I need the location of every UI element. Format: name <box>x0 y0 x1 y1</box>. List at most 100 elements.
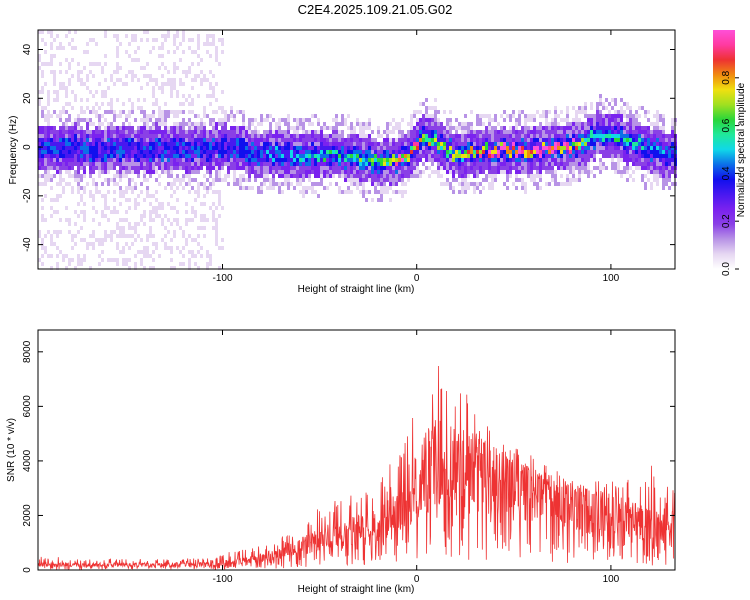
heatmap-cell <box>326 170 329 174</box>
heatmap-cell <box>242 130 245 134</box>
heatmap-cell <box>491 158 494 162</box>
heatmap-cell <box>128 54 131 58</box>
heatmap-cell <box>338 158 341 162</box>
heatmap-cell <box>146 162 149 166</box>
heatmap-cell <box>221 158 224 162</box>
heatmap-cell <box>395 166 398 170</box>
heatmap-cell <box>518 134 521 138</box>
heatmap-cell <box>38 90 41 94</box>
heatmap-cell <box>128 146 131 150</box>
heatmap-cell <box>221 210 224 214</box>
heatmap-cell <box>320 162 323 166</box>
heatmap-cell <box>176 246 179 250</box>
heatmap-cell <box>215 138 218 142</box>
heatmap-cell <box>611 138 614 142</box>
heatmap-cell <box>197 134 200 138</box>
heatmap-cell <box>173 190 176 194</box>
heatmap-cell <box>182 174 185 178</box>
heatmap-cell <box>86 150 89 154</box>
heatmap-cell <box>164 234 167 238</box>
heatmap-cell <box>596 114 599 118</box>
heatmap-cell <box>53 38 56 42</box>
heatmap-cell <box>236 138 239 142</box>
heatmap-cell <box>461 146 464 150</box>
heatmap-cell <box>569 150 572 154</box>
heatmap-cell <box>203 254 206 258</box>
heatmap-cell <box>116 98 119 102</box>
heatmap-cell <box>122 170 125 174</box>
heatmap-cell <box>365 154 368 158</box>
heatmap-cell <box>137 166 140 170</box>
heatmap-cell <box>248 138 251 142</box>
heatmap-cell <box>116 34 119 38</box>
heatmap-cell <box>224 134 227 138</box>
heatmap-cell <box>170 110 173 114</box>
heatmap-cell <box>152 142 155 146</box>
heatmap-cell <box>122 210 125 214</box>
heatmap-cell <box>194 114 197 118</box>
heatmap-cell <box>179 82 182 86</box>
heatmap-cell <box>203 150 206 154</box>
heatmap-cell <box>509 114 512 118</box>
heatmap-cell <box>488 142 491 146</box>
heatmap-cell <box>44 134 47 138</box>
heatmap-cell <box>335 142 338 146</box>
heatmap-cell <box>365 178 368 182</box>
heatmap-cell <box>581 110 584 114</box>
heatmap-cell <box>155 166 158 170</box>
heatmap-cell <box>659 150 662 154</box>
heatmap-cell <box>539 154 542 158</box>
heatmap-cell <box>149 138 152 142</box>
heatmap-cell <box>152 58 155 62</box>
heatmap-cell <box>341 162 344 166</box>
heatmap-cell <box>311 158 314 162</box>
heatmap-cell <box>344 138 347 142</box>
heatmap-cell <box>473 150 476 154</box>
heatmap-cell <box>149 114 152 118</box>
heatmap-cell <box>623 114 626 118</box>
heatmap-cell <box>188 266 191 270</box>
heatmap-cell <box>146 190 149 194</box>
heatmap-cell <box>614 134 617 138</box>
heatmap-cell <box>65 70 68 74</box>
heatmap-cell <box>386 122 389 126</box>
heatmap-cell <box>329 154 332 158</box>
heatmap-cell <box>437 130 440 134</box>
heatmap-cell <box>236 150 239 154</box>
heatmap-cell <box>650 146 653 150</box>
heatmap-cell <box>566 110 569 114</box>
heatmap-cell <box>152 86 155 90</box>
y-tick-label: -40 <box>22 237 33 252</box>
heatmap-cell <box>611 114 614 118</box>
heatmap-cell <box>587 150 590 154</box>
heatmap-cell <box>47 122 50 126</box>
heatmap-cell <box>92 162 95 166</box>
heatmap-cell <box>152 214 155 218</box>
heatmap-cell <box>371 130 374 134</box>
heatmap-cell <box>479 162 482 166</box>
heatmap-cell <box>41 198 44 202</box>
heatmap-cell <box>572 146 575 150</box>
heatmap-cell <box>521 186 524 190</box>
heatmap-cell <box>74 150 77 154</box>
heatmap-cell <box>248 174 251 178</box>
heatmap-cell <box>347 190 350 194</box>
heatmap-cell <box>203 154 206 158</box>
heatmap-cell <box>269 178 272 182</box>
heatmap-cell <box>560 118 563 122</box>
heatmap-cell <box>191 134 194 138</box>
heatmap-cell <box>65 94 68 98</box>
heatmap-cell <box>554 106 557 110</box>
heatmap-cell <box>386 190 389 194</box>
heatmap-cell <box>422 146 425 150</box>
heatmap-cell <box>170 98 173 102</box>
heatmap-cell <box>122 258 125 262</box>
heatmap-cell <box>47 94 50 98</box>
heatmap-cell <box>332 118 335 122</box>
heatmap-cell <box>176 134 179 138</box>
heatmap-cell <box>671 154 674 158</box>
heatmap-cell <box>110 210 113 214</box>
heatmap-cell <box>362 162 365 166</box>
heatmap-cell <box>551 130 554 134</box>
heatmap-cell <box>614 170 617 174</box>
